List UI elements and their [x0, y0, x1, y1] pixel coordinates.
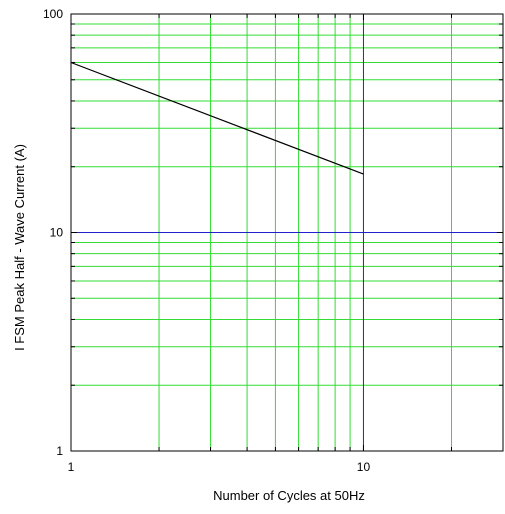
decade-gridlines	[71, 14, 503, 451]
tick-marks	[70, 13, 503, 452]
y-axis-label: I FSM Peak Half - Wave Current (A)	[12, 144, 27, 351]
minor-gridlines	[71, 14, 503, 451]
x-tick-label: 10	[357, 460, 371, 474]
data-series-line	[70, 61, 364, 175]
y-tick-label: 10	[50, 226, 64, 240]
tick-labels: 1 10 1 10 100	[43, 7, 370, 474]
y-tick-label: 100	[43, 7, 63, 21]
x-tick-label: 1	[68, 460, 75, 474]
x-axis-label: Number of Cycles at 50Hz	[213, 488, 365, 503]
series-layer	[70, 61, 364, 175]
y-tick-label: 1	[56, 444, 63, 458]
